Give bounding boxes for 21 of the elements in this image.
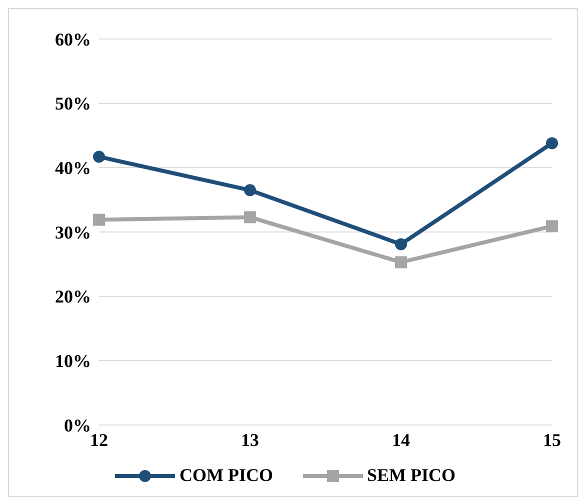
y-tick-label: 40% bbox=[55, 158, 91, 178]
y-tick-label: 60% bbox=[55, 29, 91, 50]
point bbox=[395, 256, 407, 268]
point bbox=[546, 220, 558, 232]
y-tick-label: 20% bbox=[55, 286, 91, 307]
x-tick-label: 13 bbox=[241, 430, 259, 450]
legend-label: COM PICO bbox=[178, 465, 273, 486]
y-tick-label: 50% bbox=[55, 94, 91, 114]
point bbox=[244, 184, 256, 196]
y-tick-label: 30% bbox=[55, 222, 91, 242]
point bbox=[546, 137, 558, 150]
point bbox=[93, 150, 105, 163]
legend-label: SEM PICO bbox=[366, 465, 456, 486]
x-tick-label: 15 bbox=[543, 430, 561, 450]
x-tick-label: 12 bbox=[90, 430, 108, 450]
point bbox=[244, 211, 256, 224]
point bbox=[93, 214, 105, 226]
y-tick-label: 0% bbox=[64, 415, 91, 436]
x-tick-label: 14 bbox=[392, 430, 410, 450]
y-tick-label: 10% bbox=[55, 351, 91, 372]
point bbox=[395, 238, 407, 250]
